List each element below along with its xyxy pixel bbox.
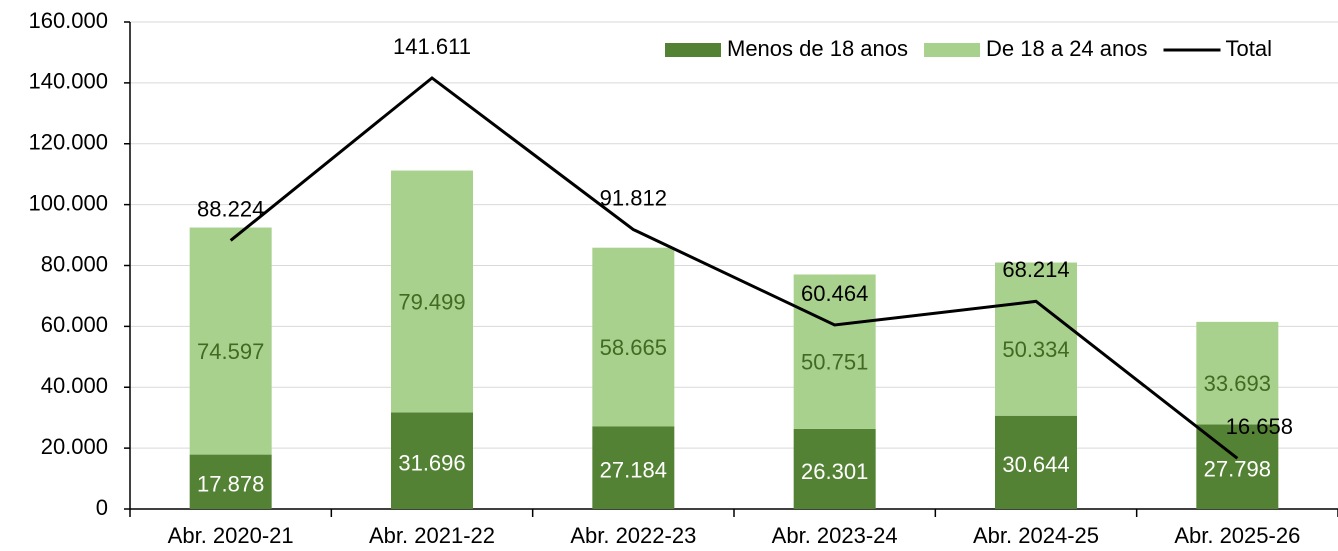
x-tick-label: Abr. 2023-24 <box>772 523 898 548</box>
bar-segment <box>793 274 876 429</box>
y-tick-label: 80.000 <box>41 251 108 276</box>
bar-value-label: 30.644 <box>1002 452 1069 477</box>
y-tick-label: 160.000 <box>28 8 108 33</box>
bar-segment <box>1196 321 1279 425</box>
x-tick-label: Abr. 2025-26 <box>1174 523 1300 548</box>
line-value-label: 16.658 <box>1226 414 1293 439</box>
legend-swatch <box>665 43 721 57</box>
line-series <box>229 76 1239 460</box>
legend-swatch <box>924 43 981 57</box>
line-value-label: 141.611 <box>393 34 471 59</box>
bar-segment <box>995 262 1077 416</box>
y-tick-label: 20.000 <box>41 434 108 459</box>
x-tick-label: Abr. 2024-25 <box>973 523 1099 548</box>
bar-value-label: 27.798 <box>1204 457 1271 482</box>
legend-label: Total <box>1226 36 1272 61</box>
x-tick-label: Abr. 2020-21 <box>168 523 294 548</box>
bar-segment <box>793 428 876 509</box>
bar-segment <box>995 415 1077 509</box>
bar-segment <box>391 412 473 509</box>
bar-value-label: 26.301 <box>801 459 868 484</box>
bar-value-label: 50.334 <box>1002 337 1069 362</box>
line-value-label: 68.214 <box>1002 257 1069 282</box>
bar-value-label: 17.878 <box>197 472 264 497</box>
y-tick-label: 140.000 <box>28 69 108 94</box>
y-tick-label: 40.000 <box>41 373 108 398</box>
y-tick-label: 0 <box>96 495 108 520</box>
bar-value-label: 79.499 <box>398 289 465 314</box>
y-tick-label: 100.000 <box>28 190 108 215</box>
bar-segment <box>592 426 675 509</box>
y-tick-label: 60.000 <box>41 312 108 337</box>
bar-segment <box>592 247 675 427</box>
y-tick-label: 120.000 <box>28 130 108 155</box>
legend-label: De 18 a 24 anos <box>986 36 1147 61</box>
bar-value-label: 31.696 <box>398 451 465 476</box>
bar-value-label: 50.751 <box>801 350 868 375</box>
line-value-label: 60.464 <box>801 281 868 306</box>
bar-segment <box>391 170 473 413</box>
bar-value-label: 74.597 <box>197 339 264 364</box>
line-value-label: 88.224 <box>197 196 264 221</box>
bar-value-label: 33.693 <box>1204 371 1271 396</box>
bar-value-label: 27.184 <box>600 457 667 482</box>
line-value-label: 91.812 <box>600 185 667 210</box>
bar-value-label: 58.665 <box>600 335 667 360</box>
bar-segment <box>189 454 272 509</box>
x-tick-label: Abr. 2021-22 <box>369 523 495 548</box>
x-tick-label: Abr. 2022-23 <box>570 523 696 548</box>
bar-segment <box>189 227 272 455</box>
legend-label: Menos de 18 anos <box>727 36 908 61</box>
